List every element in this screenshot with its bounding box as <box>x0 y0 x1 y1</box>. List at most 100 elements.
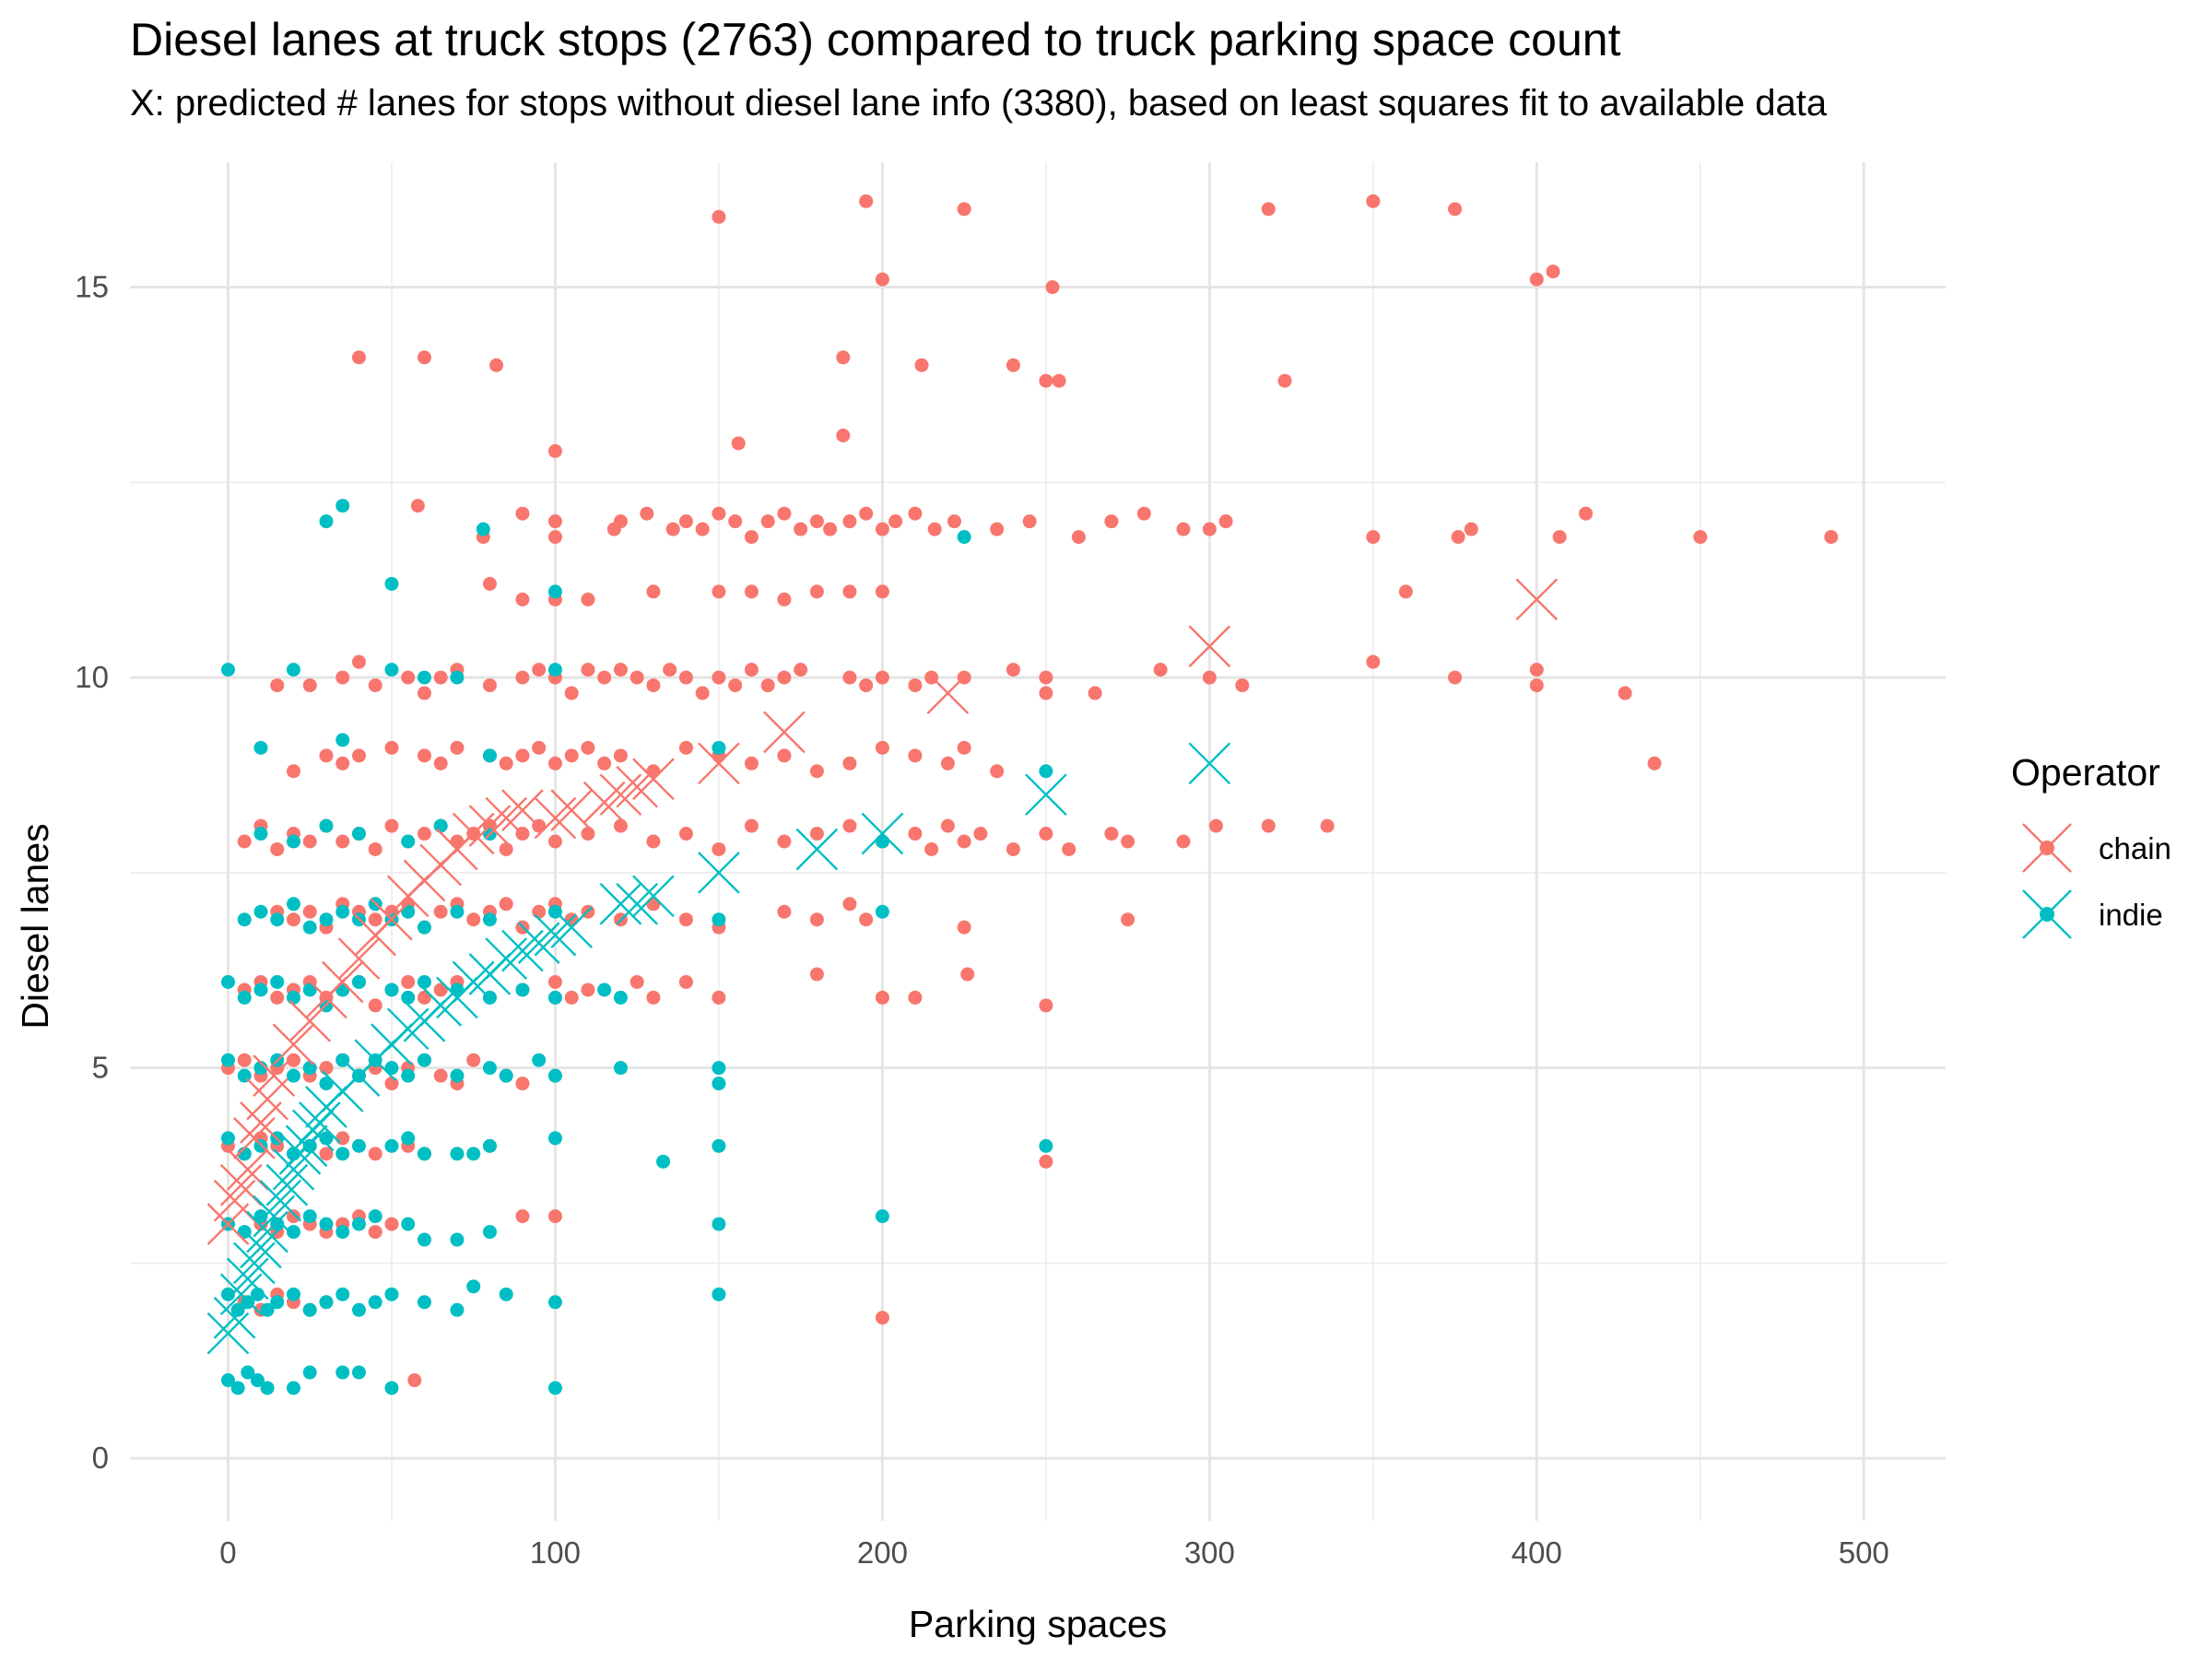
point-indie <box>482 1225 497 1240</box>
point-indie <box>286 663 300 677</box>
point-chain <box>744 530 759 545</box>
point-chain <box>1006 841 1020 856</box>
point-chain <box>1088 686 1102 700</box>
point-chain <box>924 841 939 856</box>
legend-key-chain <box>2022 823 2072 873</box>
point-indie <box>286 1068 300 1083</box>
point-indie <box>351 1217 366 1231</box>
point-indie <box>230 1381 245 1395</box>
point-indie <box>319 912 334 927</box>
predicted-marker-indie <box>386 1007 429 1051</box>
point-chain <box>1261 818 1276 833</box>
point-indie <box>515 982 530 997</box>
predicted-marker-indie <box>272 1147 315 1191</box>
point-chain <box>1039 686 1053 700</box>
point-indie <box>351 827 366 841</box>
x-tick-label: 100 <box>530 1535 581 1570</box>
point-chain <box>678 912 693 927</box>
predicted-marker-chain <box>599 773 642 817</box>
point-indie <box>466 1147 481 1161</box>
point-chain <box>1398 584 1413 599</box>
point-chain <box>1052 373 1066 388</box>
point-chain <box>695 522 710 536</box>
point-chain <box>302 834 317 849</box>
point-indie <box>253 1061 268 1076</box>
point-chain <box>678 670 693 685</box>
point-indie <box>401 990 416 1005</box>
point-chain <box>731 436 746 451</box>
point-chain <box>875 670 889 685</box>
y-tick-label: 10 <box>75 660 109 694</box>
point-chain <box>417 990 431 1005</box>
point-chain <box>335 834 350 849</box>
point-chain <box>728 678 743 693</box>
point-indie <box>241 1365 255 1380</box>
point-chain <box>908 678 923 693</box>
point-chain <box>417 748 431 763</box>
point-chain <box>712 841 726 856</box>
point-indie <box>351 974 366 989</box>
point-indie <box>220 974 235 989</box>
predicted-marker-chain <box>272 1023 315 1066</box>
point-indie <box>335 1365 350 1380</box>
point-chain <box>646 897 661 912</box>
predicted-marker-chain <box>501 789 544 831</box>
point-chain <box>237 1053 252 1067</box>
point-indie <box>547 1068 562 1083</box>
point-chain <box>777 834 792 849</box>
point-chain <box>581 592 595 606</box>
point-chain <box>564 990 579 1005</box>
point-chain <box>875 272 889 287</box>
point-chain <box>515 748 530 763</box>
point-indie <box>712 1217 726 1231</box>
point-chain <box>875 1311 889 1325</box>
point-chain <box>450 740 465 755</box>
point-chain <box>1062 841 1077 856</box>
point-chain <box>809 912 824 927</box>
point-chain <box>384 740 399 755</box>
point-chain <box>270 990 285 1005</box>
point-chain <box>842 514 857 529</box>
point-indie <box>712 1287 726 1301</box>
point-chain <box>319 1147 334 1161</box>
point-chain <box>1104 827 1119 841</box>
point-indie <box>547 990 562 1005</box>
point-indie <box>270 974 285 989</box>
legend: Operator chain indie <box>2011 751 2171 939</box>
point-chain <box>809 764 824 779</box>
point-indie <box>286 990 300 1005</box>
point-indie <box>482 1138 497 1153</box>
point-indie <box>547 584 562 599</box>
point-chain <box>1006 663 1020 677</box>
legend-label-indie: indie <box>2099 898 2163 932</box>
point-indie <box>319 1295 334 1310</box>
point-chain <box>319 1061 334 1076</box>
point-indie <box>368 1209 382 1224</box>
point-indie <box>270 912 285 927</box>
point-indie <box>253 827 268 841</box>
point-chain <box>532 663 547 677</box>
point-chain <box>351 350 366 365</box>
point-indie <box>1039 764 1053 779</box>
predicted-marker-indie <box>550 906 594 949</box>
point-chain <box>466 912 481 927</box>
point-indie <box>286 1381 300 1395</box>
predicted-marker-indie <box>213 1296 256 1339</box>
point-chain <box>547 530 562 545</box>
point-chain <box>1366 194 1381 208</box>
point-indie <box>302 1061 317 1076</box>
point-chain <box>547 514 562 529</box>
predicted-marker-indie <box>795 828 839 871</box>
point-chain <box>728 514 743 529</box>
predicted-marker-chain <box>206 1203 250 1245</box>
point-indie <box>286 1225 300 1240</box>
point-chain <box>613 514 628 529</box>
predicted-markers <box>206 578 1559 1355</box>
point-chain <box>1529 678 1544 693</box>
point-chain <box>532 904 547 919</box>
point-chain <box>1022 514 1037 529</box>
point-chain <box>744 756 759 771</box>
point-chain <box>368 998 382 1013</box>
point-chain <box>1448 202 1463 217</box>
